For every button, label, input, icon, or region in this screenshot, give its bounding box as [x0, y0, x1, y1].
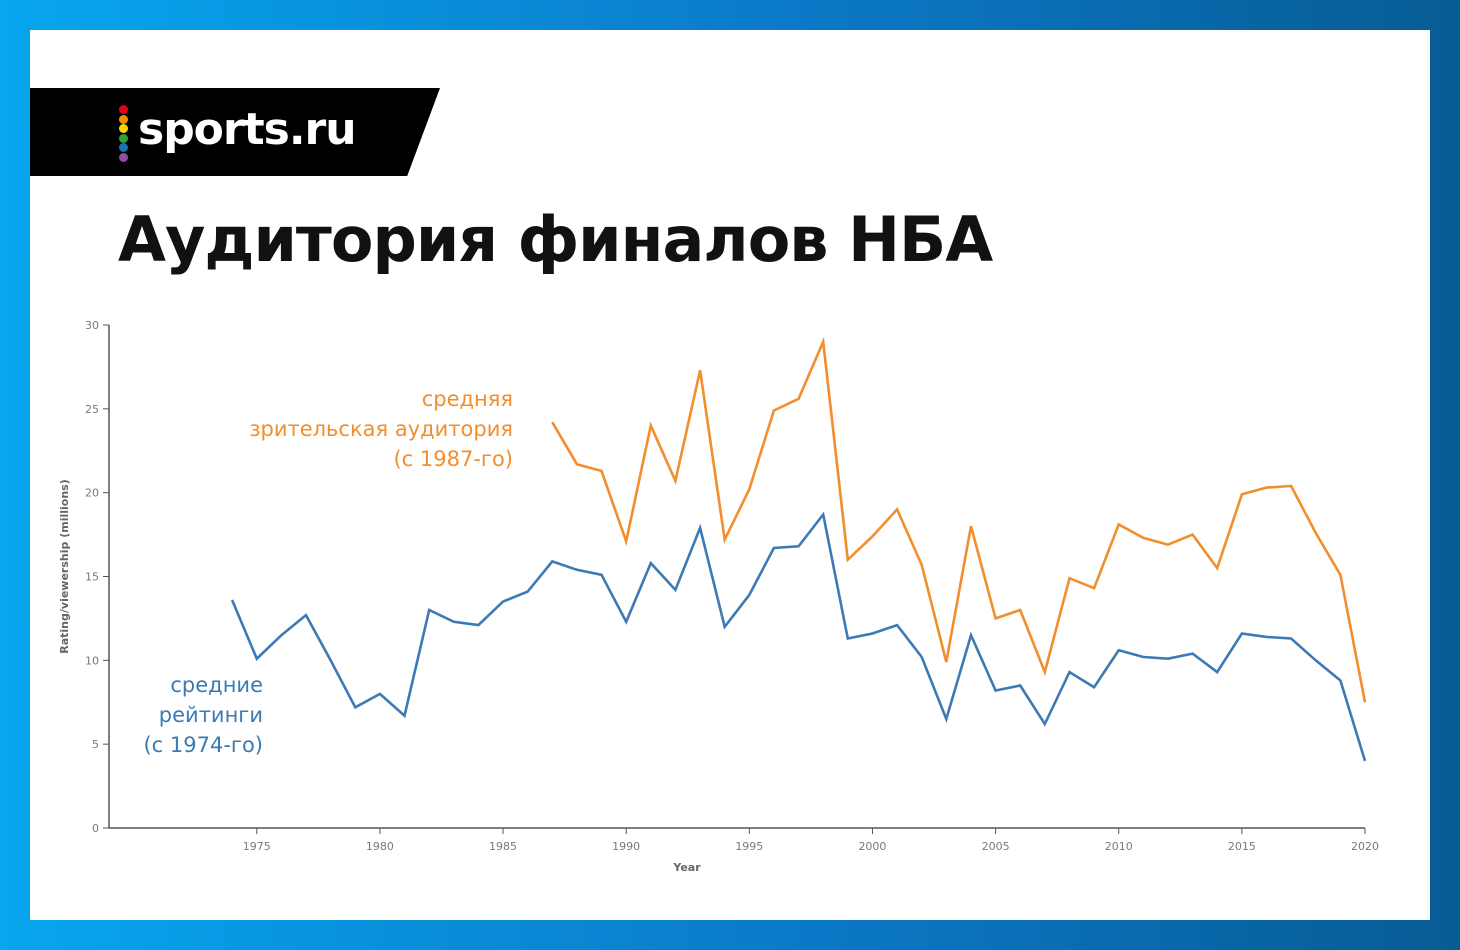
- y-tick-label: 20: [85, 487, 99, 500]
- y-axis-title: Rating/viewership (millions): [58, 479, 71, 653]
- x-axis-title: Year: [672, 861, 701, 874]
- brand-dot: [119, 124, 128, 133]
- y-tick-label: 15: [85, 571, 99, 584]
- x-tick-label: 1990: [612, 840, 640, 853]
- y-tick-label: 30: [85, 319, 99, 332]
- series-label-0: рейтинги: [159, 703, 263, 727]
- y-tick-label: 5: [92, 738, 99, 751]
- series-label-1: зрительская аудитория: [249, 417, 513, 441]
- series-line-0: [230, 511, 1367, 762]
- y-tick-label: 10: [85, 654, 99, 667]
- y-tick-label: 25: [85, 403, 99, 416]
- brand-dot: [119, 105, 128, 114]
- chart-card: sports.ru Аудитория финалов НБА: [30, 30, 1430, 920]
- brand-logo-text: sports.ru: [138, 104, 357, 155]
- brand-dot: [119, 152, 128, 162]
- series-label-0: (с 1974-го): [143, 733, 263, 757]
- x-tick-label: 2005: [982, 840, 1010, 853]
- series-label-1: (с 1987-го): [393, 447, 513, 471]
- brand-dot: [119, 133, 128, 143]
- series-label-1: средняя: [422, 387, 513, 411]
- x-tick-label: 1975: [243, 840, 271, 853]
- brand-bar: sports.ru: [30, 88, 440, 176]
- brand-logo-dots: [119, 105, 129, 162]
- page-title: Аудитория финалов НБА: [118, 203, 993, 276]
- brand-dot: [119, 114, 128, 124]
- x-tick-label: 2010: [1105, 840, 1133, 853]
- brand-dot: [119, 143, 128, 152]
- y-tick-label: 0: [92, 822, 99, 835]
- x-tick-label: 1980: [366, 840, 394, 853]
- x-tick-label: 1985: [489, 840, 517, 853]
- x-tick-label: 1995: [735, 840, 763, 853]
- series-line-1: [551, 336, 1367, 703]
- x-tick-label: 2000: [858, 840, 886, 853]
- x-tick-label: 2020: [1351, 840, 1379, 853]
- series-label-0: средние: [170, 673, 263, 697]
- x-tick-label: 2015: [1228, 840, 1256, 853]
